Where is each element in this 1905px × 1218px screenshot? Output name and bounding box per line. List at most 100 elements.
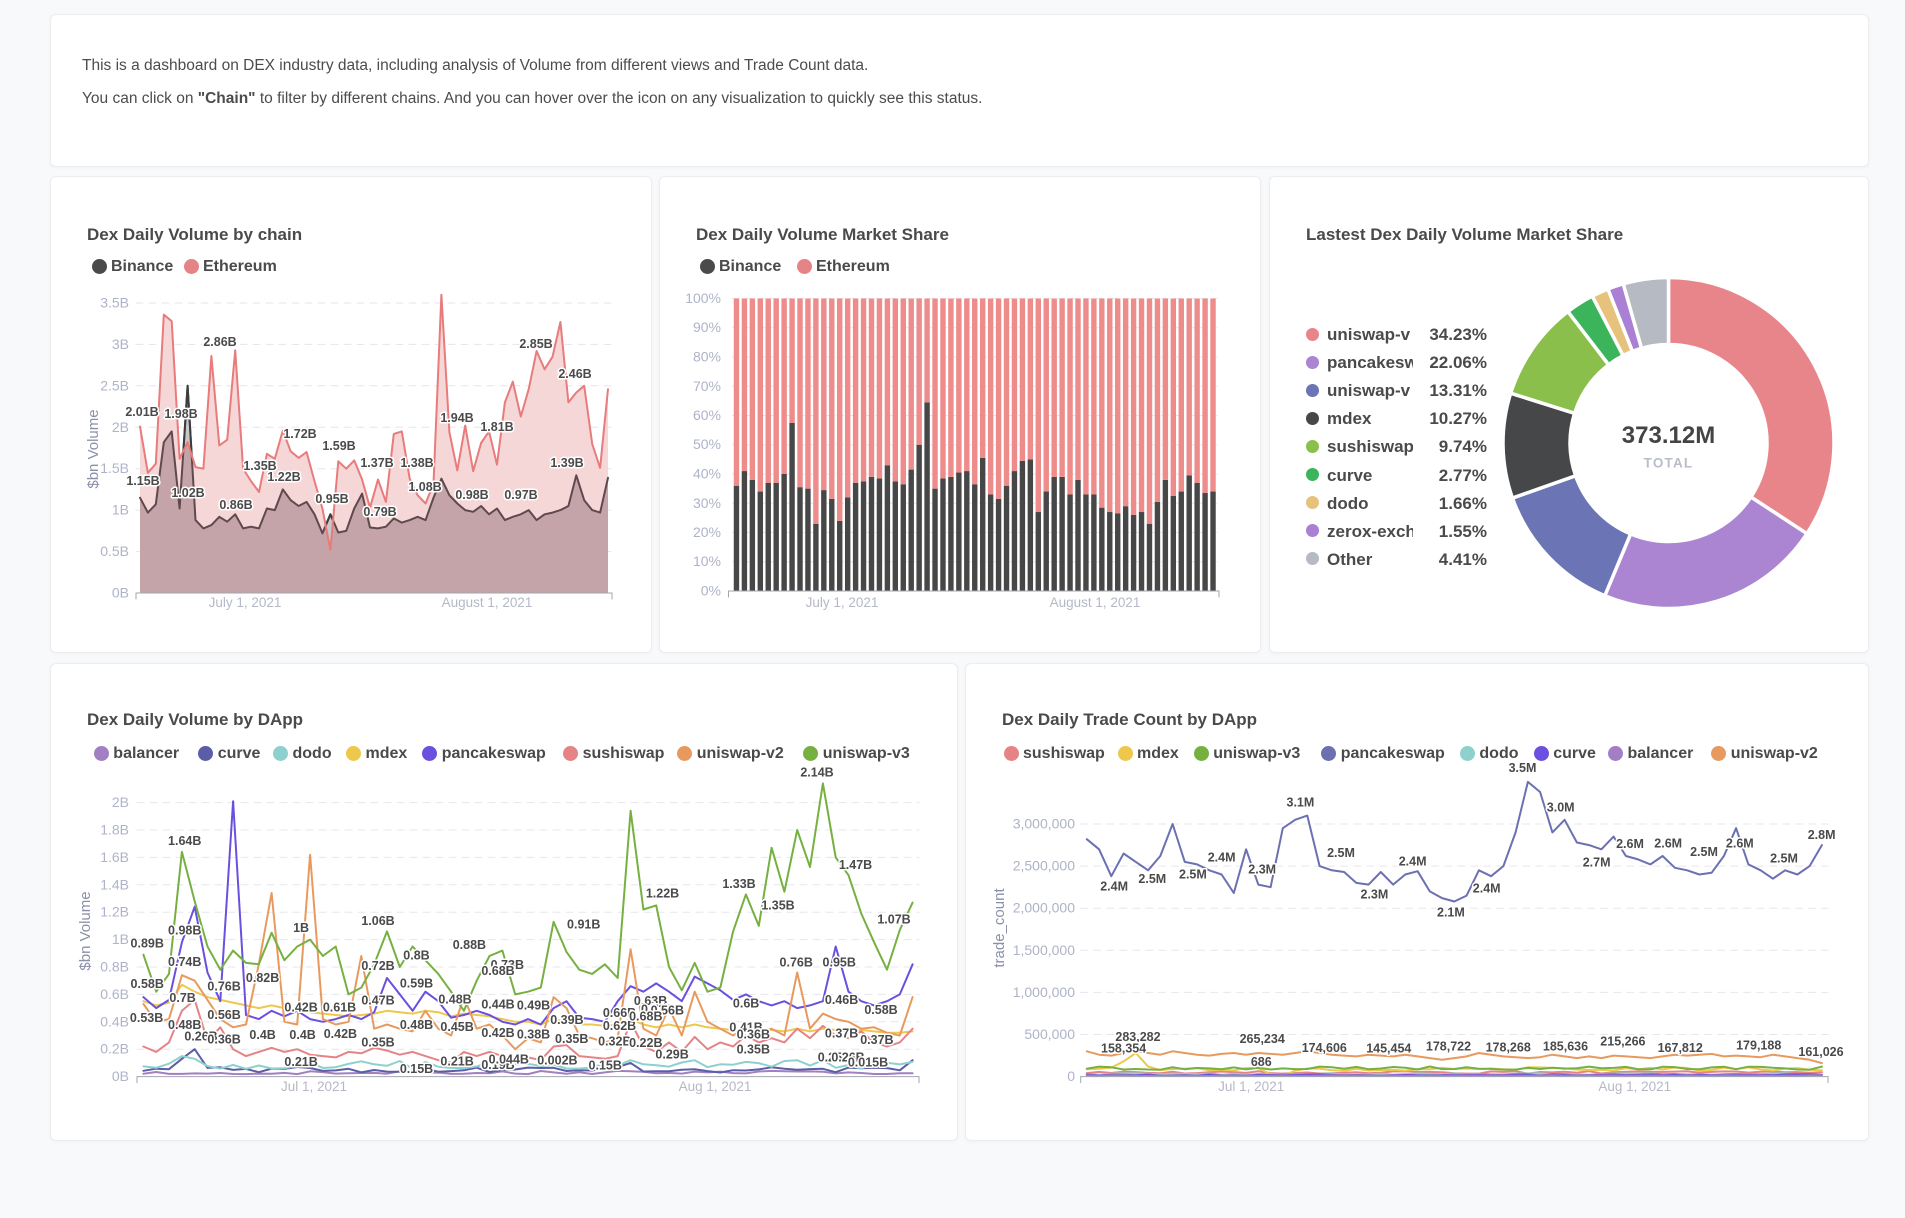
svg-text:70%: 70% (693, 378, 721, 394)
svg-text:2.5M: 2.5M (1690, 845, 1718, 859)
svg-text:0.22B: 0.22B (629, 1036, 662, 1050)
svg-text:0.26B: 0.26B (184, 1029, 217, 1043)
svg-text:2.1M: 2.1M (1437, 906, 1465, 920)
svg-text:1.33B: 1.33B (722, 877, 755, 891)
svg-text:Jul 1, 2021: Jul 1, 2021 (281, 1079, 347, 1094)
svg-text:0.58B: 0.58B (864, 1003, 897, 1017)
svg-text:2.5M: 2.5M (1138, 872, 1166, 886)
svg-text:174,606: 174,606 (1302, 1041, 1347, 1055)
svg-text:0.89B: 0.89B (131, 937, 164, 951)
svg-text:Jul 1, 2021: Jul 1, 2021 (1218, 1079, 1284, 1094)
svg-text:0.68B: 0.68B (481, 964, 514, 978)
svg-text:0.4B: 0.4B (289, 1028, 315, 1042)
svg-text:0.66B: 0.66B (603, 1006, 636, 1020)
svg-text:$bn Volume: $bn Volume (85, 409, 102, 488)
svg-text:0.044B: 0.044B (489, 1053, 529, 1067)
svg-text:500,000: 500,000 (1024, 1026, 1075, 1042)
svg-text:0.91B: 0.91B (567, 918, 600, 932)
svg-text:0.73B: 0.73B (491, 958, 524, 972)
svg-text:0.76B: 0.76B (207, 979, 240, 993)
svg-text:0.35B: 0.35B (555, 1032, 588, 1046)
svg-text:0.29B: 0.29B (655, 1048, 688, 1062)
svg-text:2.6M: 2.6M (1726, 836, 1754, 850)
svg-text:2.01B: 2.01B (125, 405, 158, 419)
svg-text:1.72B: 1.72B (283, 427, 316, 441)
svg-text:$bn Volume: $bn Volume (77, 891, 94, 970)
svg-text:0.42B: 0.42B (284, 1000, 317, 1014)
svg-text:0.62B: 0.62B (603, 1019, 636, 1033)
svg-text:0.79B: 0.79B (363, 505, 396, 519)
svg-text:1,000,000: 1,000,000 (1013, 984, 1075, 1000)
svg-text:0.21B: 0.21B (284, 1055, 317, 1069)
svg-text:0.21B: 0.21B (440, 1054, 473, 1068)
svg-text:0.35B: 0.35B (737, 1043, 770, 1057)
svg-text:1B: 1B (112, 931, 129, 947)
svg-text:2.7M: 2.7M (1583, 855, 1611, 869)
svg-text:1.38B: 1.38B (400, 456, 433, 470)
svg-text:0.46B: 0.46B (825, 993, 858, 1007)
svg-text:0.48B: 0.48B (400, 1018, 433, 1032)
svg-text:178,268: 178,268 (1486, 1040, 1531, 1054)
svg-text:0.26B: 0.26B (831, 1050, 864, 1064)
svg-text:1.06B: 1.06B (361, 914, 394, 928)
svg-text:0.97B: 0.97B (504, 488, 537, 502)
svg-text:2.5B: 2.5B (100, 377, 129, 393)
svg-text:373.12M: 373.12M (1622, 422, 1715, 449)
svg-text:2.3M: 2.3M (1248, 863, 1276, 877)
svg-text:0: 0 (1067, 1068, 1075, 1084)
svg-text:1.47B: 1.47B (839, 858, 872, 872)
svg-text:2.46B: 2.46B (558, 367, 591, 381)
svg-text:167,812: 167,812 (1658, 1041, 1703, 1055)
svg-text:0.53B: 0.53B (130, 1011, 163, 1025)
svg-text:0.56B: 0.56B (651, 1004, 684, 1018)
svg-text:TOTAL: TOTAL (1644, 456, 1694, 471)
svg-text:1.8B: 1.8B (100, 822, 129, 838)
svg-text:0.56B: 0.56B (207, 1008, 240, 1022)
svg-text:0.42B: 0.42B (481, 1026, 514, 1040)
svg-text:80%: 80% (693, 349, 721, 365)
svg-text:Aug 1, 2021: Aug 1, 2021 (679, 1079, 752, 1094)
svg-text:1.35B: 1.35B (243, 459, 276, 473)
svg-text:0.32B: 0.32B (598, 1035, 631, 1049)
svg-text:2.86B: 2.86B (203, 335, 236, 349)
svg-text:283,282: 283,282 (1115, 1030, 1160, 1044)
svg-text:1.15B: 1.15B (126, 474, 159, 488)
svg-text:0.19B: 0.19B (481, 1058, 514, 1072)
svg-text:0.45B: 0.45B (440, 1020, 473, 1034)
svg-text:2.6M: 2.6M (1654, 836, 1682, 850)
svg-text:1.35B: 1.35B (761, 899, 794, 913)
svg-text:0.36B: 0.36B (207, 1032, 240, 1046)
svg-text:0.98B: 0.98B (168, 924, 201, 938)
svg-text:0.49B: 0.49B (517, 999, 550, 1013)
svg-text:0B: 0B (112, 585, 129, 601)
svg-text:0.88B: 0.88B (453, 938, 486, 952)
svg-text:0.35B: 0.35B (361, 1036, 394, 1050)
svg-text:0.48B: 0.48B (438, 992, 471, 1006)
svg-text:1.59B: 1.59B (322, 439, 355, 453)
svg-text:1B: 1B (293, 921, 309, 935)
svg-text:0.015B: 0.015B (848, 1056, 888, 1070)
svg-text:10%: 10% (693, 553, 721, 569)
svg-text:0.8B: 0.8B (100, 959, 129, 975)
svg-text:1.6B: 1.6B (100, 849, 129, 865)
svg-text:0.2B: 0.2B (100, 1041, 129, 1057)
svg-text:3.5M: 3.5M (1509, 761, 1537, 775)
svg-text:1.22B: 1.22B (267, 470, 300, 484)
svg-text:2.5M: 2.5M (1327, 846, 1355, 860)
svg-text:July 1, 2021: July 1, 2021 (806, 595, 879, 610)
svg-text:1.2B: 1.2B (100, 904, 129, 920)
svg-text:0.82B: 0.82B (246, 971, 279, 985)
svg-text:0.41B: 0.41B (729, 1020, 762, 1034)
svg-text:3,000,000: 3,000,000 (1013, 816, 1075, 832)
svg-text:1.02B: 1.02B (171, 486, 204, 500)
svg-text:30%: 30% (693, 495, 721, 511)
svg-text:2.6M: 2.6M (1616, 837, 1644, 851)
svg-text:0.61B: 0.61B (323, 1000, 356, 1014)
svg-text:0.68B: 0.68B (629, 1009, 662, 1023)
svg-text:3.1M: 3.1M (1287, 796, 1315, 810)
svg-text:161,026: 161,026 (1798, 1045, 1843, 1059)
svg-text:60%: 60% (693, 407, 721, 423)
svg-text:158,354: 158,354 (1101, 1042, 1146, 1056)
svg-text:3.5B: 3.5B (100, 295, 129, 311)
svg-text:2.14B: 2.14B (800, 766, 833, 780)
